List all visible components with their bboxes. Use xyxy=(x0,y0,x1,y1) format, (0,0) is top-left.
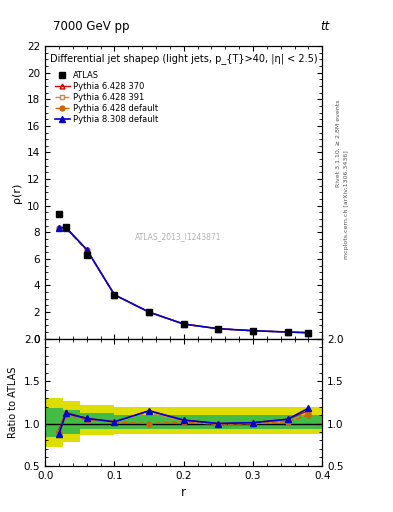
X-axis label: r: r xyxy=(181,486,186,499)
Text: Rivet 3.1.10, ≥ 2.8M events: Rivet 3.1.10, ≥ 2.8M events xyxy=(336,100,341,187)
Text: tt: tt xyxy=(320,20,330,33)
Text: Differential jet shapeρ (light jets, p_{T}>40, |η| < 2.5): Differential jet shapeρ (light jets, p_{… xyxy=(50,53,318,65)
Y-axis label: ρ(r): ρ(r) xyxy=(11,182,22,203)
Text: ATLAS_2013_I1243871: ATLAS_2013_I1243871 xyxy=(135,232,221,241)
Text: 7000 GeV pp: 7000 GeV pp xyxy=(53,20,130,33)
Text: mcplots.cern.ch [arXiv:1306.3436]: mcplots.cern.ch [arXiv:1306.3436] xyxy=(344,151,349,259)
Y-axis label: Ratio to ATLAS: Ratio to ATLAS xyxy=(8,367,18,438)
Legend: ATLAS, Pythia 6.428 370, Pythia 6.428 391, Pythia 6.428 default, Pythia 8.308 de: ATLAS, Pythia 6.428 370, Pythia 6.428 39… xyxy=(55,71,158,124)
